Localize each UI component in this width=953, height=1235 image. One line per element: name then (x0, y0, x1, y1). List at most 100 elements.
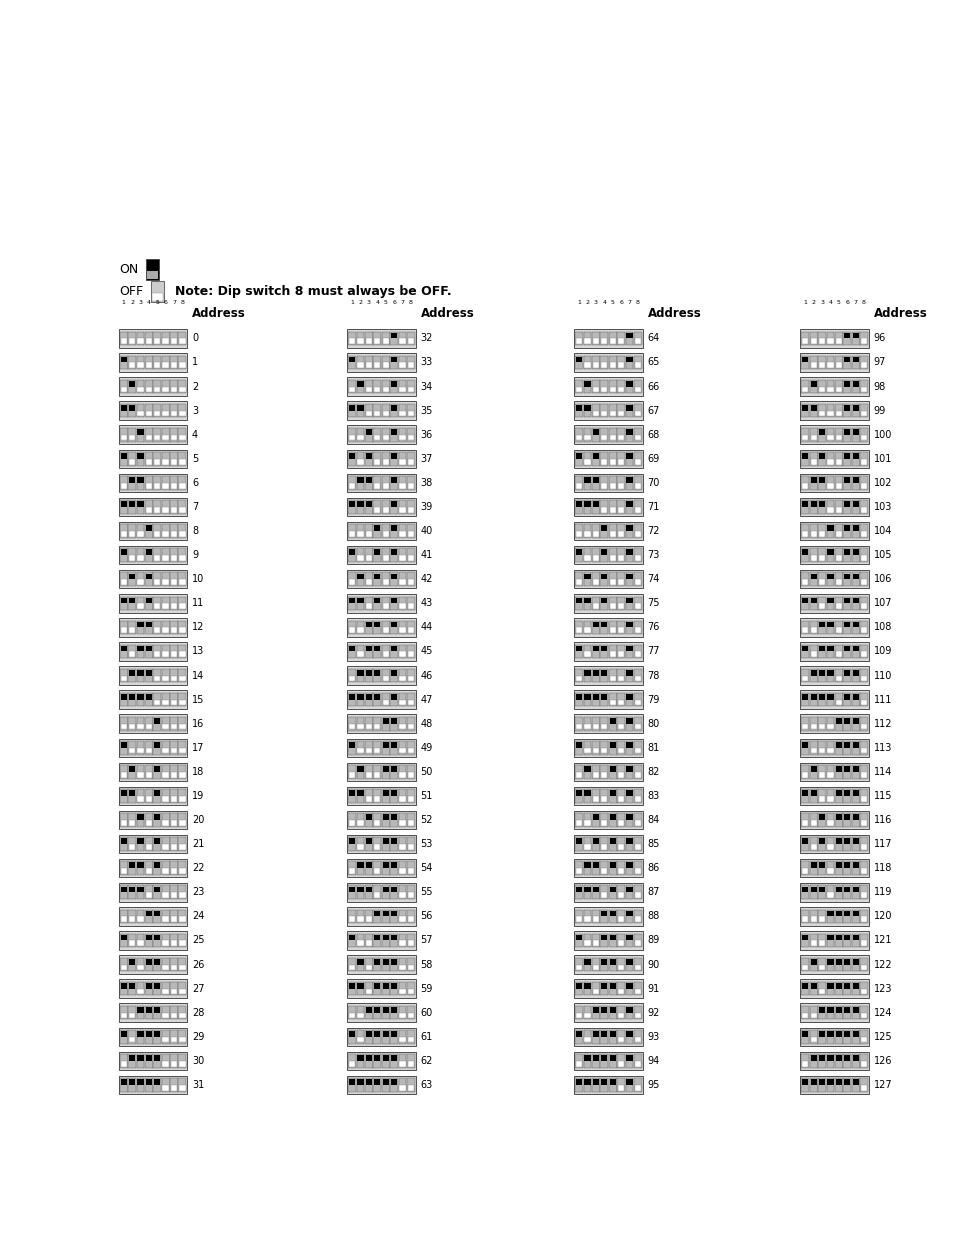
Bar (801, 935, 807, 941)
Bar (842, 958, 850, 971)
Bar (170, 1055, 177, 1067)
Bar (145, 958, 152, 971)
Bar (120, 1030, 128, 1044)
Bar (801, 500, 808, 514)
Bar (373, 669, 381, 683)
Bar (162, 331, 170, 346)
Bar (390, 620, 397, 635)
Bar (391, 646, 396, 652)
Bar (374, 983, 380, 988)
Bar (860, 772, 866, 778)
Bar (843, 429, 849, 435)
Bar (852, 477, 858, 483)
Bar (583, 934, 591, 947)
Bar (574, 860, 642, 877)
Bar (809, 548, 817, 562)
Bar (179, 531, 185, 537)
Bar (145, 356, 152, 369)
Bar (381, 1055, 389, 1067)
Bar (162, 427, 170, 441)
Text: 13: 13 (192, 646, 204, 657)
Bar (801, 814, 808, 827)
Bar (356, 500, 364, 514)
Bar (818, 1007, 824, 1013)
Bar (146, 1031, 152, 1037)
Text: 3: 3 (820, 300, 823, 305)
Bar (618, 845, 623, 850)
Bar (800, 931, 868, 950)
Bar (609, 910, 616, 916)
Bar (592, 748, 598, 753)
Bar (382, 410, 389, 416)
Bar (801, 694, 807, 699)
Bar (162, 524, 170, 538)
Bar (348, 524, 355, 538)
Bar (373, 862, 381, 874)
Bar (153, 1007, 161, 1020)
Bar (860, 427, 867, 441)
Bar (356, 452, 364, 466)
Bar (625, 475, 633, 490)
Bar (118, 1028, 187, 1046)
Bar (575, 837, 582, 851)
Bar (810, 1037, 816, 1042)
Bar (137, 556, 143, 561)
Text: 29: 29 (192, 1031, 204, 1042)
Bar (373, 404, 381, 417)
Bar (818, 1078, 825, 1092)
Bar (851, 356, 859, 369)
Bar (618, 1061, 623, 1067)
Bar (608, 693, 616, 706)
Bar (365, 1007, 373, 1020)
Bar (574, 619, 642, 637)
Bar (801, 531, 807, 537)
Bar (162, 483, 169, 489)
Bar (154, 766, 160, 772)
Bar (860, 892, 866, 898)
Bar (365, 387, 372, 393)
Text: 1: 1 (122, 300, 126, 305)
Bar (834, 1030, 841, 1044)
Bar (154, 910, 160, 916)
Bar (146, 910, 152, 916)
Bar (348, 741, 355, 755)
Bar (818, 885, 825, 899)
Bar (834, 548, 841, 562)
Bar (391, 814, 396, 820)
Bar (835, 958, 841, 965)
Bar (852, 766, 858, 772)
Bar (373, 982, 381, 995)
Bar (399, 820, 405, 826)
Bar (129, 669, 135, 676)
Bar (801, 862, 808, 874)
Bar (399, 988, 405, 994)
Bar (118, 860, 187, 877)
Bar (153, 1078, 161, 1092)
Bar (136, 814, 144, 827)
Bar (407, 862, 415, 874)
Bar (349, 387, 355, 393)
Bar (357, 501, 363, 508)
Bar (851, 645, 859, 658)
Bar (178, 573, 186, 587)
Bar (608, 885, 616, 899)
Bar (834, 380, 841, 393)
Bar (129, 983, 135, 988)
Bar (599, 814, 608, 827)
Text: 32: 32 (420, 333, 433, 343)
Bar (626, 862, 632, 868)
Bar (634, 1055, 641, 1067)
Bar (600, 508, 607, 513)
Bar (398, 741, 406, 755)
Bar (800, 811, 868, 830)
Bar (118, 1004, 187, 1023)
Bar (800, 860, 868, 877)
Bar (120, 645, 128, 658)
Bar (348, 1055, 355, 1067)
Text: 8: 8 (636, 300, 639, 305)
Bar (162, 797, 169, 802)
Bar (852, 380, 858, 387)
Bar (810, 338, 816, 345)
Bar (575, 475, 582, 490)
Bar (145, 1030, 152, 1044)
